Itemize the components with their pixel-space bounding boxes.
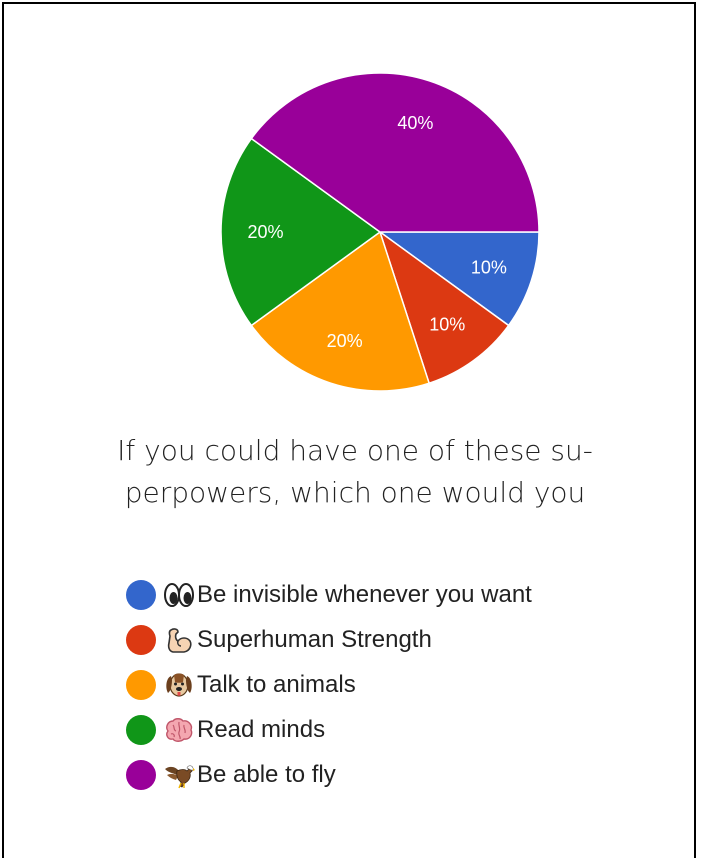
pie-slice-3[interactable]: [250, 230, 431, 392]
chart-title-line-1: If you could have one of these su-: [117, 434, 593, 467]
legend-item-be-invisible[interactable]: Be invisible whenever you want: [126, 578, 532, 612]
legend-item-read-minds[interactable]: Read minds: [126, 713, 532, 747]
legend-marker-be-able-to-fly: [126, 760, 156, 790]
pie-slice-label-2: 10%: [429, 315, 465, 335]
legend-marker-read-minds: [126, 715, 156, 745]
legend-label-talk-to-animals: Talk to animals: [197, 671, 356, 698]
chart-title-line-2: perpowers, which one would you: [124, 476, 586, 509]
pie-slice-label-3: 20%: [327, 331, 363, 351]
flexed-biceps-icon: [162, 625, 196, 655]
dog-face-icon: [162, 670, 196, 700]
legend-marker-talk-to-animals: [126, 670, 156, 700]
legend-marker-be-invisible: [126, 580, 156, 610]
pie-chart: 10% 10% 20% 20% 40%: [220, 72, 540, 392]
pie-slice-label-1: 10%: [471, 257, 507, 277]
brain-icon: [162, 715, 196, 745]
legend-item-be-able-to-fly[interactable]: Be able to fly: [126, 758, 532, 792]
pie-slice-label-4: 20%: [248, 222, 284, 242]
eagle-icon: [162, 760, 196, 790]
pie-slice-label-5: 40%: [397, 113, 433, 133]
pie-slice-5[interactable]: [250, 72, 540, 233]
legend-marker-superhuman-strength: [126, 625, 156, 655]
legend-label-superhuman-strength: Superhuman Strength: [197, 626, 432, 653]
eyes-icon: [162, 580, 196, 610]
legend-item-talk-to-animals[interactable]: Talk to animals: [126, 668, 532, 702]
legend-label-be-invisible: Be invisible whenever you want: [197, 581, 532, 608]
legend-label-be-able-to-fly: Be able to fly: [197, 761, 336, 788]
legend: Be invisible whenever you want Superhuma…: [126, 578, 532, 803]
pie-slice-4[interactable]: [220, 137, 382, 327]
pie-slice-2[interactable]: [378, 230, 510, 385]
pie-slice-1[interactable]: [377, 231, 540, 327]
legend-label-read-minds: Read minds: [197, 716, 326, 743]
chart-title: If you could have one of these su- perpo…: [64, 430, 646, 514]
legend-item-superhuman-strength[interactable]: Superhuman Strength: [126, 623, 532, 657]
